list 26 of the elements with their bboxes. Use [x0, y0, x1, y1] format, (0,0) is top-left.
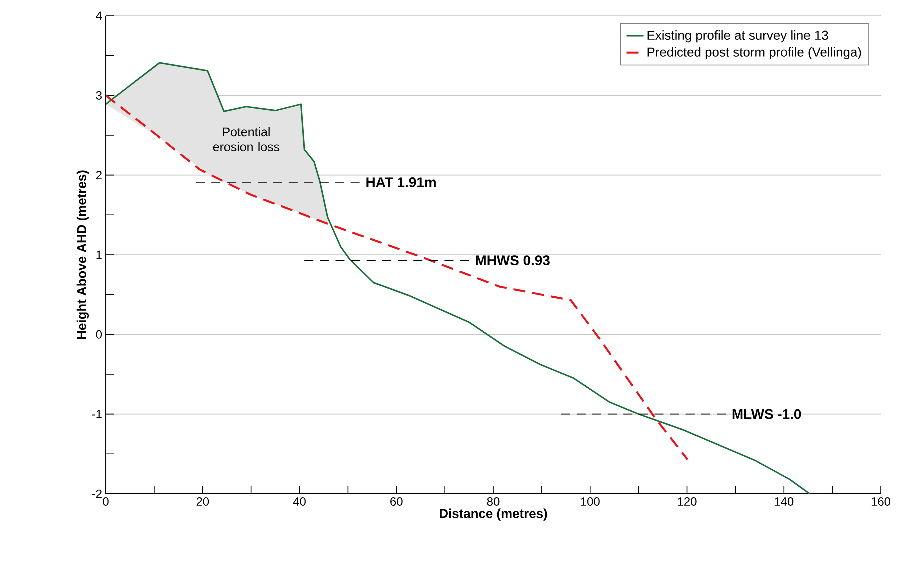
y-tick-label: 0 — [96, 330, 102, 339]
x-tick-label: 140 — [775, 498, 794, 506]
line-series — [106, 62, 811, 494]
annotation: HAT 1.91m — [366, 178, 436, 188]
y-tick-label: -1 — [92, 410, 102, 418]
legend-label: Existing profile at survey line 13 — [648, 30, 828, 43]
annotation: MHWS 0.93 — [476, 256, 550, 266]
annotation: MLWS -1.0 — [732, 409, 802, 420]
line-series — [106, 94, 689, 461]
x-tick-label: 80 — [487, 498, 500, 506]
x-tick-label: 20 — [196, 498, 210, 506]
annotation: Potential erosion loss — [213, 127, 280, 152]
y-tick-label: 4 — [96, 12, 102, 20]
x-tick-label: 60 — [390, 498, 403, 506]
x-tick-label: 100 — [581, 498, 600, 506]
y-tick-label: 3 — [96, 91, 102, 100]
x-tick-label: 40 — [293, 498, 306, 506]
x-tick-label: 120 — [678, 498, 697, 506]
legend-label: Predicted post storm profile (Vellinga) — [648, 47, 862, 60]
x-axis-title: Distance (metres) — [440, 508, 548, 521]
y-tick-label: 1 — [96, 250, 102, 260]
x-tick-label: 0 — [103, 498, 109, 506]
y-tick-label: -2 — [92, 490, 102, 498]
y-tick-label: 2 — [96, 171, 102, 180]
x-tick-label: 160 — [872, 498, 891, 506]
y-axis-title: Height Above AHD (metres) — [76, 170, 90, 340]
